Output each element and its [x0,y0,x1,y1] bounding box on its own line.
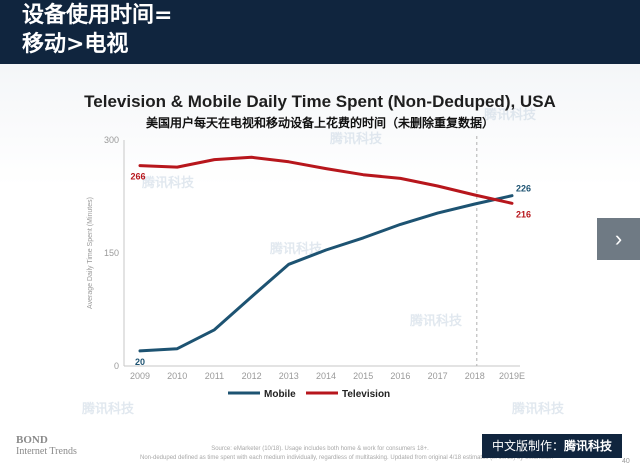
x-tick-label: 2019E [499,371,525,381]
x-tick-label: 2013 [279,371,299,381]
brand-subtitle: Internet Trends [16,446,77,457]
brand-name: BOND [16,434,48,446]
watermark-logo: 腾讯科技 [410,314,463,329]
y-tick-label: 0 [114,361,119,371]
x-tick-label: 2014 [316,371,336,381]
y-axis-label: Average Daily Time Spent (Minutes) [87,197,94,309]
x-tick-label: 2011 [205,371,224,381]
watermark-logo: 腾讯科技 [142,176,195,191]
y-tick-label: 150 [104,248,119,258]
slide-title-line-2: 移动>电视 [22,32,129,57]
data-label-mobile-start: 20 [135,357,145,367]
series-line-television [138,155,514,205]
data-label-tv-start: 266 [130,172,145,182]
slide-header: 设备使用时间= 移动>电视 [0,0,640,64]
source-note-detail: Non-deduped defined as time spent with e… [140,455,554,461]
x-tick-label: 2016 [390,371,410,381]
footer-brand: BOND Internet Trends [16,434,77,458]
chevron-right-icon: › [614,226,623,251]
x-tick-label: 2009 [130,371,150,381]
slide-body [0,64,640,472]
x-tick-label: 2018 [465,371,485,381]
data-label-tv-end: 216 [516,209,531,219]
next-slide-button[interactable]: › [597,218,640,260]
x-tick-label: 2010 [167,371,187,381]
x-tick-label: 2015 [353,371,373,381]
source-note: Source: eMarketer (10/18). Usage include… [211,446,429,452]
watermark-logo: 腾讯科技 [512,402,565,417]
watermark-logo: 腾讯科技 [484,108,537,123]
watermark-logo: 腾讯科技 [82,402,135,417]
legend-label-mobile: Mobile [264,389,296,400]
data-label-mobile-end: 226 [516,184,531,194]
watermark-logo: 腾讯科技 [270,242,323,257]
slide-title-line-1: 设备使用时间= [22,3,173,28]
watermark-logo: 腾讯科技 [330,132,383,147]
chart-subtitle: 美国用户每天在电视和移动设备上花费的时间（未删除重复数据） [145,116,494,130]
credit-badge: 中文版制作：腾讯科技 [482,434,622,458]
page-number: 40 [622,458,630,465]
legend-label-television: Television [342,389,390,400]
series-line-mobile [138,194,514,353]
credit-brand: 腾讯科技 [564,439,613,453]
chart-title: Television & Mobile Daily Time Spent (No… [84,92,556,111]
credit-prefix: 中文版制作： [492,439,565,453]
y-tick-label: 300 [104,135,119,145]
x-tick-label: 2017 [428,371,448,381]
x-tick-label: 2012 [242,371,262,381]
